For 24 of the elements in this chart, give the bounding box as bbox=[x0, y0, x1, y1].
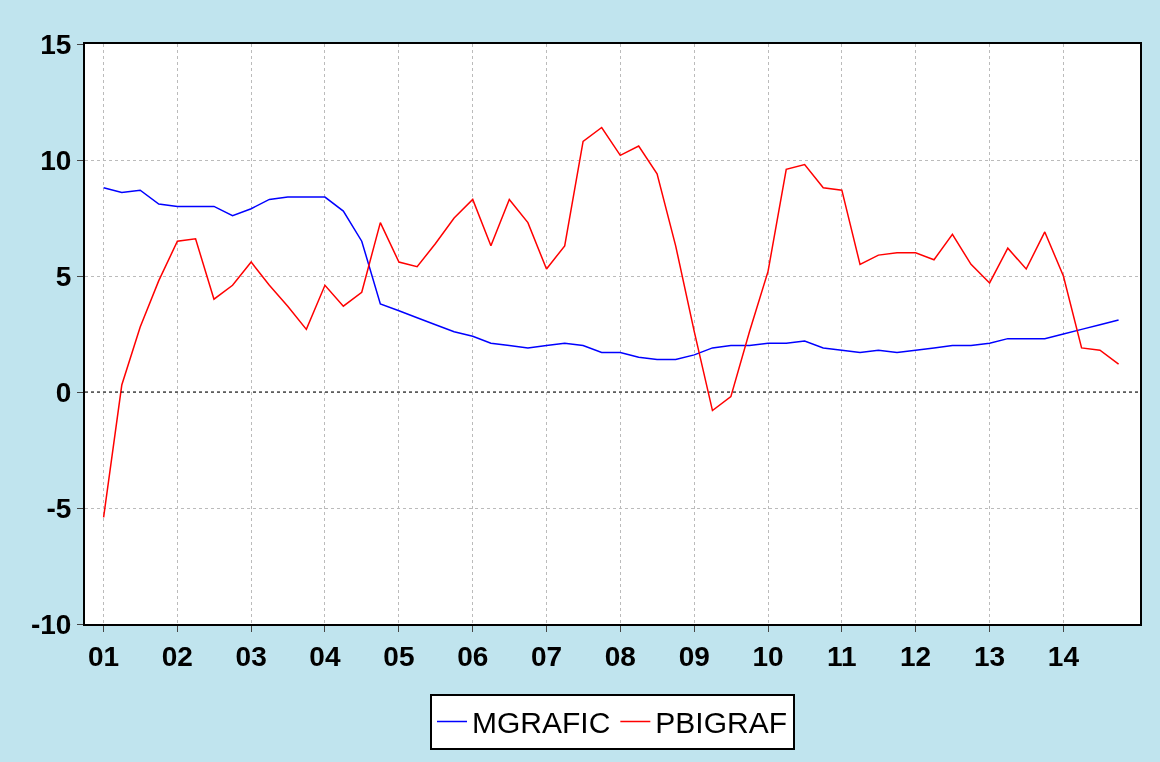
x-tick-label: 01 bbox=[88, 640, 120, 672]
x-tick-label: 02 bbox=[161, 640, 193, 672]
y-tick-label: 15 bbox=[40, 28, 72, 60]
x-tick-label: 07 bbox=[530, 640, 563, 672]
x-tick-label: 12 bbox=[900, 640, 932, 672]
x-tick-label: 11 bbox=[827, 640, 857, 672]
y-tick-label: 5 bbox=[55, 260, 72, 292]
legend-label: PBIGRAF bbox=[655, 706, 788, 740]
x-tick-label: 05 bbox=[383, 640, 415, 672]
y-tick-label: -10 bbox=[30, 608, 72, 640]
x-tick-label: 08 bbox=[604, 640, 636, 672]
x-tick-label: 06 bbox=[457, 640, 489, 672]
y-tick-label: 0 bbox=[55, 376, 72, 408]
x-tick-label: 10 bbox=[752, 640, 784, 672]
line-series bbox=[102, 187, 1120, 361]
x-tick-label: 14 bbox=[1047, 640, 1080, 672]
y-tick-label: -5 bbox=[46, 492, 72, 524]
x-tick-label: 03 bbox=[235, 640, 267, 672]
line-series bbox=[102, 126, 1120, 519]
legend-label: MGRAFIC bbox=[472, 706, 611, 740]
x-tick-label: 13 bbox=[974, 640, 1006, 672]
x-tick-label: 04 bbox=[309, 640, 341, 672]
y-tick-label: 10 bbox=[40, 144, 72, 176]
x-tick-label: 09 bbox=[678, 640, 710, 672]
